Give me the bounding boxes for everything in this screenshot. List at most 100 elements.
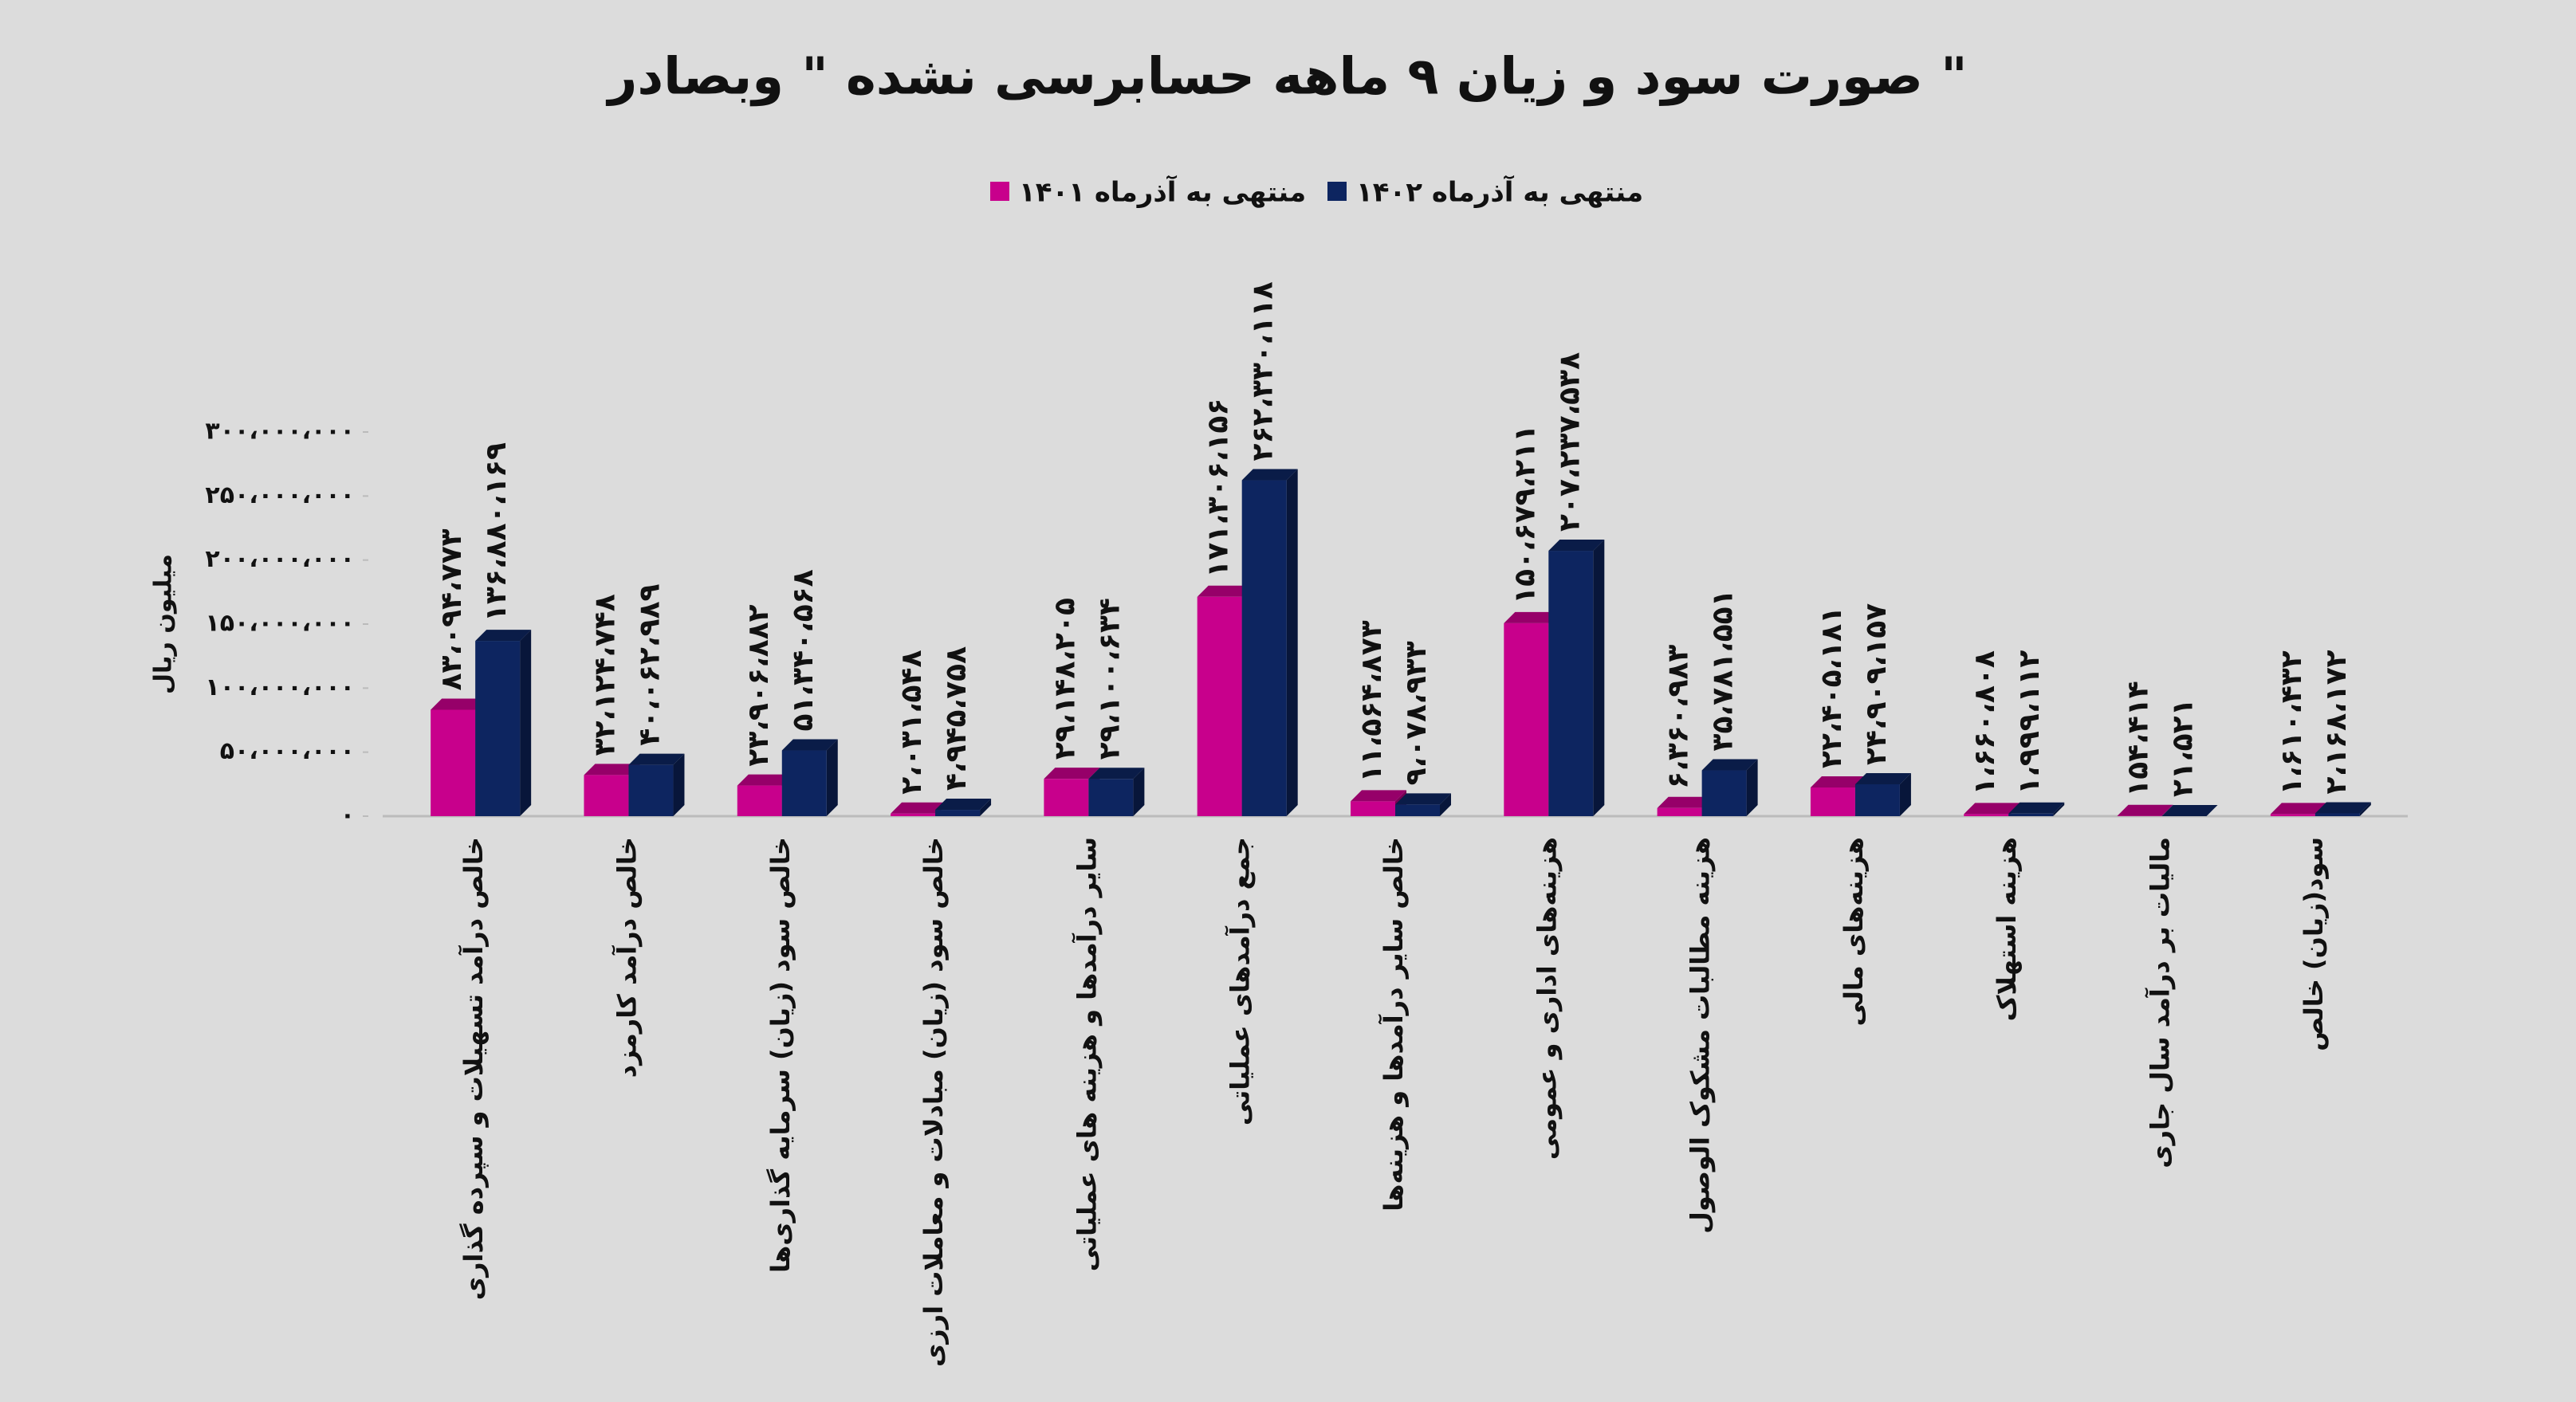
y-tick-label: ۲۰۰،۰۰۰،۰۰۰ (205, 545, 355, 573)
bar-top (584, 764, 640, 776)
bar-top (1044, 768, 1100, 780)
value-label: ۲۶۲،۳۳۰،۱۱۸ (1247, 281, 1280, 461)
y-tick-label: ۰ (340, 802, 355, 830)
value-label: ۲۹،۱۰۰،۶۳۴ (1093, 598, 1126, 760)
bar-top (1964, 803, 2020, 815)
bar (1395, 804, 1440, 816)
bar-top (1395, 793, 1451, 805)
value-label: ۴،۹۴۵،۷۵۸ (940, 646, 973, 791)
y-axis-title: میلیون ریال (150, 554, 178, 694)
bar-side (1440, 793, 1451, 816)
bar (1657, 807, 1702, 816)
value-label: ۹،۰۷۸،۹۳۳ (1400, 641, 1433, 785)
value-label: ۱،۶۶۰،۸۰۸ (1968, 650, 2001, 795)
bar (737, 785, 782, 816)
value-label: ۶،۳۶۰،۹۸۳ (1662, 645, 1695, 789)
bar (584, 775, 629, 816)
bar-top (1657, 796, 1713, 808)
value-label: ۲۲،۴۰۵،۱۸۱ (1815, 607, 1848, 768)
value-label: ۲،۱۶۸،۱۷۲ (2320, 650, 2353, 794)
chart-title: صورت سود و زیان ۹ ماهه حسابرسی نشده " وب… (605, 48, 1967, 107)
y-tick-label: ۲۵۰،۰۰۰،۰۰۰ (205, 481, 355, 509)
value-label: ۲،۰۳۱،۵۴۸ (895, 650, 928, 795)
bar (1810, 787, 1855, 816)
value-label: ۳۵،۷۸۱،۵۵۱ (1707, 589, 1740, 751)
bar (891, 813, 936, 816)
legend-label: منتهی به آذرماه ۱۴۰۱ (1019, 175, 1306, 209)
y-tick-label: ۵۰،۰۰۰،۰۰۰ (220, 737, 355, 765)
x-tick-label: هزینه استهلاک (1992, 837, 2022, 1021)
x-tick-label: مالیات بر درآمد سال جاری (2145, 837, 2176, 1168)
legend-label: منتهی به آذرماه ۱۴۰۲ (1356, 175, 1643, 209)
bar (1701, 770, 1747, 816)
x-tick-label: خالص سود (زیان) سرمایه گذاری‌ها (765, 837, 796, 1273)
bar-top (2314, 802, 2371, 814)
bar (1197, 596, 1242, 816)
value-label: ۱۷۱،۳۰۶،۱۵۶ (1202, 399, 1235, 578)
bar-top (1810, 776, 1866, 788)
bar-top (2161, 804, 2218, 816)
value-label: ۱۵۴،۴۱۴ (2122, 681, 2155, 797)
bar-top (1197, 585, 1253, 597)
y-tick-label: ۳۰۰،۰۰۰،۰۰۰ (205, 418, 355, 446)
bar (1504, 622, 1549, 816)
bar-side (2161, 804, 2173, 816)
x-tick-label: خالص درآمد کارمزد (611, 837, 642, 1078)
value-label: ۱،۹۹۹،۱۱۲ (2013, 650, 2046, 795)
bar (781, 750, 827, 816)
x-tick-label: خالص سود (زیان) مبادلات و معاملات ارزی (918, 837, 949, 1367)
bar-top (431, 698, 487, 710)
legend-swatch (990, 182, 1009, 201)
bar (1044, 779, 1089, 816)
bar-top (2008, 802, 2065, 814)
bar-top (737, 774, 793, 786)
value-label: ۵۱،۳۴۰،۵۶۸ (787, 569, 820, 731)
x-tick-label: هزینه‌های اداری و عمومی (1532, 837, 1562, 1160)
bar-side (2053, 802, 2065, 816)
bar (1548, 551, 1594, 816)
legend-swatch (1327, 182, 1347, 201)
value-label: ۸۳،۰۹۴،۷۷۳ (435, 528, 468, 690)
bar-side (520, 630, 532, 816)
y-tick-label: ۱۰۰،۰۰۰،۰۰۰ (205, 674, 355, 701)
bar-top (1548, 540, 1605, 552)
value-label: ۳۲،۱۲۴،۷۴۸ (588, 594, 621, 756)
bar-side (1746, 759, 1758, 816)
value-label: ۴۰،۰۶۲،۹۸۹ (633, 583, 666, 745)
bar-top (2117, 804, 2173, 816)
bar-top (628, 753, 685, 765)
bar-top (935, 799, 992, 811)
bar (2270, 814, 2315, 816)
bar (2314, 813, 2360, 816)
value-label: ۲۳،۹۰۶،۸۸۲ (742, 604, 775, 766)
value-label: ۲۱،۵۲۱ (2167, 698, 2200, 797)
bar-side (980, 799, 992, 816)
x-tick-label: هزینه‌های مالی (1839, 837, 1869, 1026)
x-tick-label: سود(زیان) خالص (2299, 837, 2329, 1051)
x-tick-label: هزینه مطالبات مشکوک الوصول (1685, 837, 1716, 1234)
bar (1088, 779, 1134, 816)
y-tick-label: ۱۵۰،۰۰۰،۰۰۰ (205, 610, 355, 638)
bar (1964, 814, 2009, 816)
x-tick-label: جمع درآمدهای عملیاتی (1225, 837, 1256, 1125)
value-label: ۲۴،۹۰۹،۱۵۷ (1860, 603, 1893, 765)
bar (475, 641, 521, 816)
bar (2008, 813, 2054, 816)
bar-top (1504, 611, 1560, 623)
bar (628, 764, 674, 816)
value-label: ۲۰۷،۲۳۷،۵۳۸ (1553, 352, 1586, 532)
bar-side (1593, 540, 1605, 816)
bar-top (1241, 469, 1298, 481)
bar-side (1286, 469, 1298, 816)
value-label: ۱۱،۵۶۴،۸۷۳ (1355, 620, 1388, 782)
bar-side (826, 739, 838, 816)
x-tick-label: سایر درآمدها و هزینه های عملیاتی (1071, 837, 1102, 1271)
bar-top (781, 739, 838, 751)
bar-top (1701, 759, 1758, 771)
x-tick-label: خالص درآمد تسهیلات و سپرده گذاری (458, 837, 489, 1300)
bar-side (1899, 772, 1911, 816)
value-label: ۱،۶۱۰،۴۳۲ (2275, 650, 2308, 795)
bar-top (1088, 768, 1145, 780)
bar-side (673, 753, 685, 816)
